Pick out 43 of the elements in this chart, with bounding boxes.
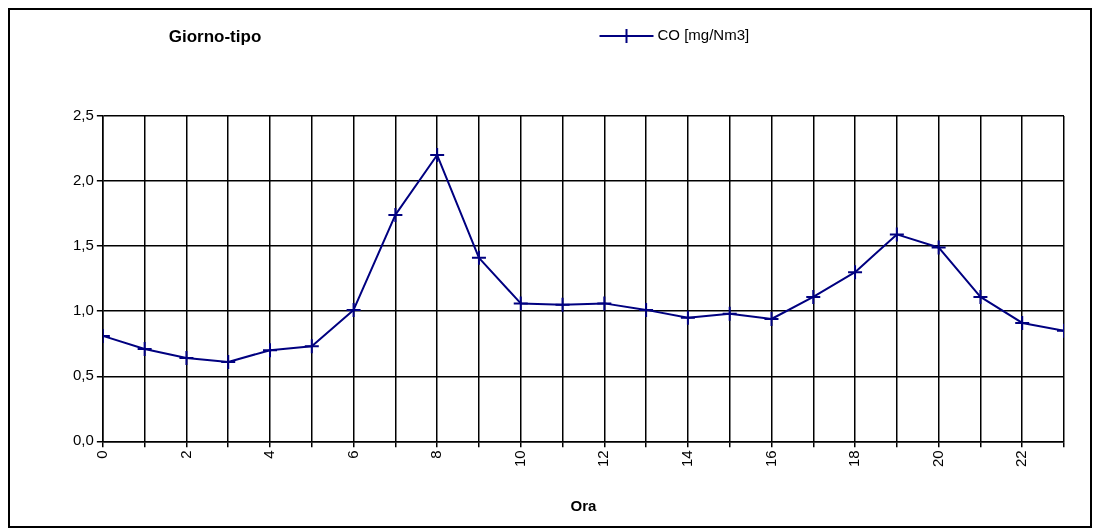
x-tick-label: 12 xyxy=(594,450,612,467)
point xyxy=(303,338,320,355)
point xyxy=(429,147,446,164)
point xyxy=(512,295,529,312)
y-tick-label: 2,0 xyxy=(72,171,94,189)
point xyxy=(1014,314,1031,331)
point xyxy=(888,226,905,243)
point xyxy=(763,311,780,327)
point xyxy=(721,305,738,322)
x-tick-label: 10 xyxy=(510,450,528,467)
point xyxy=(805,288,822,305)
x-axis-title: Ora xyxy=(570,497,597,515)
x-tick-label: 2 xyxy=(176,450,194,459)
point xyxy=(930,239,947,256)
y-tick-label: 2,5 xyxy=(72,106,94,124)
x-tick-label: 16 xyxy=(761,450,779,467)
chart-title: Giorno-tipo xyxy=(168,26,262,46)
point xyxy=(470,249,487,266)
x-tick-label: 4 xyxy=(260,450,278,459)
point xyxy=(136,340,153,357)
point xyxy=(847,264,864,281)
point xyxy=(679,309,696,326)
y-tick-label: 0,0 xyxy=(72,431,94,449)
x-tick-label: 0 xyxy=(92,450,110,459)
x-tick-label: 20 xyxy=(928,450,946,467)
x-tick-label: 8 xyxy=(427,450,445,459)
y-tick-label: 1,5 xyxy=(72,236,94,254)
point xyxy=(178,350,195,367)
point xyxy=(387,206,404,223)
legend-label: CO [mg/Nm3] xyxy=(657,26,750,44)
point xyxy=(596,295,613,312)
point xyxy=(262,342,279,359)
point xyxy=(554,296,571,313)
point xyxy=(345,301,362,318)
x-tick-label: 14 xyxy=(678,450,696,467)
x-tick-label: 22 xyxy=(1012,450,1030,467)
point xyxy=(220,353,237,370)
point xyxy=(972,288,989,305)
x-tick-label: 18 xyxy=(845,450,863,467)
point xyxy=(638,301,655,318)
y-tick-label: 0,5 xyxy=(72,366,94,384)
x-tick-label: 6 xyxy=(343,450,361,459)
y-tick-label: 1,0 xyxy=(72,301,94,319)
